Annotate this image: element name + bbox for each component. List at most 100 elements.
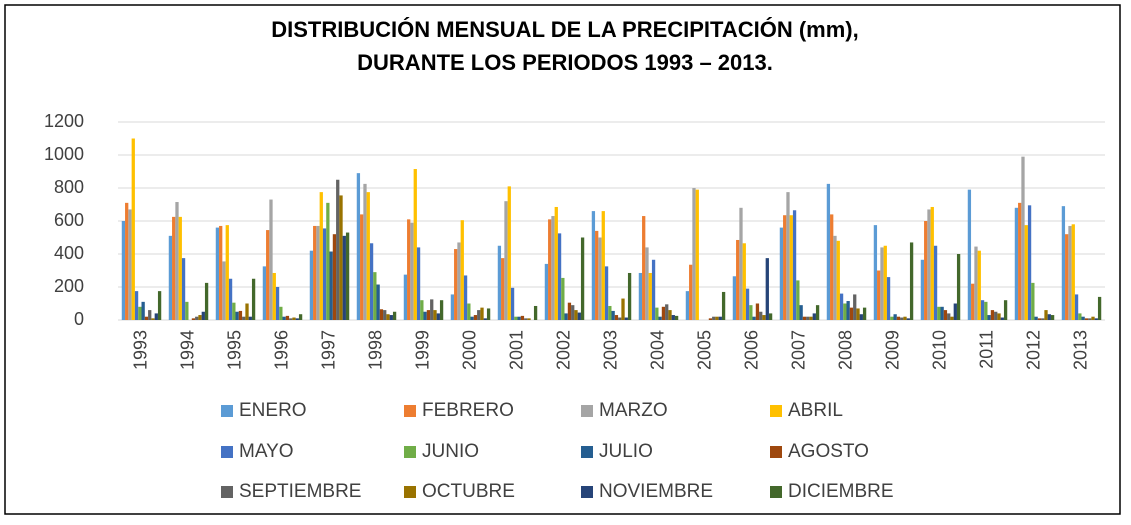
bar <box>604 266 609 320</box>
bar <box>859 314 863 320</box>
bar <box>168 235 173 320</box>
bar <box>507 186 511 320</box>
bar <box>157 291 162 320</box>
bar <box>248 316 252 320</box>
bar <box>148 310 152 320</box>
bar <box>749 305 753 320</box>
bar <box>262 266 267 320</box>
bar <box>779 227 784 320</box>
x-tick-label: 2013 <box>1070 330 1090 370</box>
bar <box>971 283 975 320</box>
bar <box>742 243 746 320</box>
bar <box>154 313 158 320</box>
bar <box>674 315 679 320</box>
bar <box>1014 207 1019 320</box>
bar <box>812 313 816 320</box>
bar <box>906 318 910 320</box>
bar <box>238 310 243 320</box>
bar <box>792 210 797 320</box>
legend-label: MARZO <box>599 400 668 421</box>
bar <box>477 310 481 320</box>
legend-label: MAYO <box>239 441 294 462</box>
bar <box>228 278 233 320</box>
bar <box>457 242 461 320</box>
bar <box>1050 315 1055 320</box>
bar <box>298 314 303 320</box>
bar <box>533 305 538 320</box>
legend-swatch <box>770 486 782 498</box>
legend-label: ABRIL <box>788 400 843 421</box>
bar <box>893 314 897 320</box>
bar <box>269 199 273 320</box>
x-tick-label: 1993 <box>130 330 150 370</box>
bar <box>561 277 565 320</box>
bar <box>1071 224 1075 320</box>
bar <box>580 237 585 320</box>
x-tick-label: 2010 <box>929 330 949 370</box>
bar <box>956 254 961 320</box>
y-tick-label: 1200 <box>44 111 84 131</box>
bar <box>668 310 672 320</box>
bar <box>1018 202 1022 320</box>
bar <box>826 183 831 320</box>
bar <box>608 305 612 320</box>
bar <box>940 306 944 320</box>
bar <box>1088 318 1092 320</box>
bar <box>765 258 769 320</box>
bar <box>937 306 941 320</box>
bar <box>967 189 972 320</box>
bar <box>504 201 508 320</box>
bar <box>953 303 957 320</box>
bar <box>974 246 978 320</box>
bar <box>732 276 737 320</box>
bar <box>319 192 323 320</box>
bar <box>436 313 440 320</box>
bar <box>796 280 800 320</box>
bar <box>1034 316 1038 320</box>
bar <box>369 243 374 320</box>
x-tick-label: 2008 <box>835 330 855 370</box>
legend-label: OCTUBRE <box>422 481 515 502</box>
bar <box>1041 318 1045 320</box>
bar <box>896 316 901 320</box>
bar <box>671 315 675 320</box>
bar <box>138 306 142 320</box>
x-tick-label: 2000 <box>459 330 479 370</box>
bar <box>708 318 713 320</box>
bar <box>413 169 417 320</box>
bar <box>134 291 139 320</box>
bar <box>295 318 299 320</box>
x-tick-label: 1997 <box>318 330 338 370</box>
bar <box>990 310 995 320</box>
legend-swatch <box>770 446 782 458</box>
bar <box>655 307 659 320</box>
bar <box>386 314 390 320</box>
bar <box>389 315 393 320</box>
bar <box>692 188 696 320</box>
bar <box>178 216 182 320</box>
bar <box>658 316 662 320</box>
bar <box>175 202 179 320</box>
bar <box>1044 310 1048 320</box>
bar <box>715 316 719 320</box>
bar <box>745 288 750 320</box>
bar <box>900 317 904 320</box>
bar <box>768 313 773 320</box>
bar <box>467 303 471 320</box>
bar <box>943 310 948 320</box>
bar <box>245 303 249 320</box>
bar <box>483 318 487 320</box>
bar <box>497 245 502 320</box>
bar <box>980 300 985 320</box>
legend-label: NOVIEMBRE <box>599 481 713 502</box>
bar <box>924 221 928 320</box>
bar <box>125 202 129 320</box>
x-tick-label: 2006 <box>741 330 761 370</box>
bar <box>836 240 840 320</box>
bar <box>524 318 528 320</box>
bar <box>1084 318 1089 320</box>
bar <box>947 313 951 320</box>
bar <box>806 316 810 320</box>
bar <box>759 311 763 320</box>
